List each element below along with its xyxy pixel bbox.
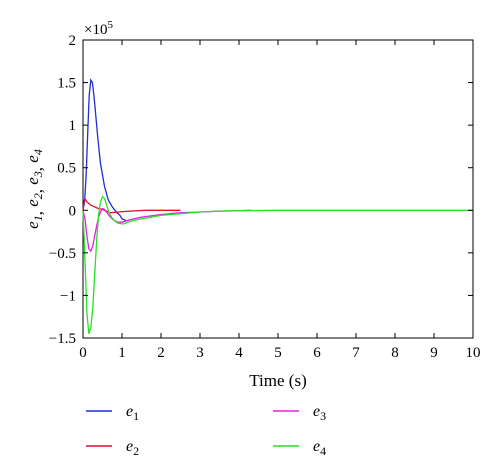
legend-item-e4: e4: [273, 438, 326, 458]
series-line-e4: [82, 195, 473, 334]
x-tick-label: 8: [391, 345, 399, 361]
legend-item-e3: e3: [273, 403, 326, 423]
plot-area: [82, 39, 474, 339]
y-exponent-label: ×105: [84, 19, 113, 38]
legend: e1 e2 e3 e4: [86, 403, 326, 458]
legend-item-e1: e1: [86, 403, 139, 423]
y-tick-label: 2: [69, 33, 77, 49]
ticks-layer: 0 1 2 3 4 5 6 7 8 9 10 −1.5 −1 −0.5 0 0.5 1 1.5 2: [49, 33, 481, 361]
legend-label-e4: e4: [313, 438, 326, 458]
legend-label-e3: e3: [313, 403, 326, 423]
x-tick-label: 3: [196, 345, 204, 361]
y-tick-label: −0.5: [49, 246, 76, 262]
series-line-e2: [82, 198, 181, 214]
legend-label-e1: e1: [126, 403, 139, 423]
legend-item-e2: e2: [86, 438, 139, 458]
x-tick-label: 4: [235, 345, 243, 361]
svg-text:e1, e2, e3, e4: e1, e2, e3, e4: [23, 149, 46, 229]
series-line-e3: [82, 207, 251, 253]
x-tick-label: 10: [466, 345, 481, 361]
legend-label-e2: e2: [126, 438, 139, 458]
x-tick-label: 5: [274, 345, 282, 361]
y-tick-label: 1: [69, 118, 77, 134]
y-tick-label: 0.5: [57, 161, 76, 177]
x-tick-label: 6: [313, 345, 321, 361]
x-tick-label: 9: [430, 345, 438, 361]
x-axis-label: Time (s): [249, 371, 306, 390]
x-tick-label: 0: [79, 345, 87, 361]
x-tick-label: 7: [352, 345, 360, 361]
y-tick-label: 1.5: [57, 76, 76, 92]
y-tick-label: −1: [60, 288, 76, 304]
x-tick-label: 1: [118, 345, 126, 361]
series-layer: [82, 78, 473, 334]
y-tick-label: −1.5: [49, 331, 76, 347]
x-tick-label: 2: [157, 345, 165, 361]
y-tick-label: 0: [69, 203, 77, 219]
y-axis-label: e1, e2, e3, e4: [23, 149, 46, 229]
